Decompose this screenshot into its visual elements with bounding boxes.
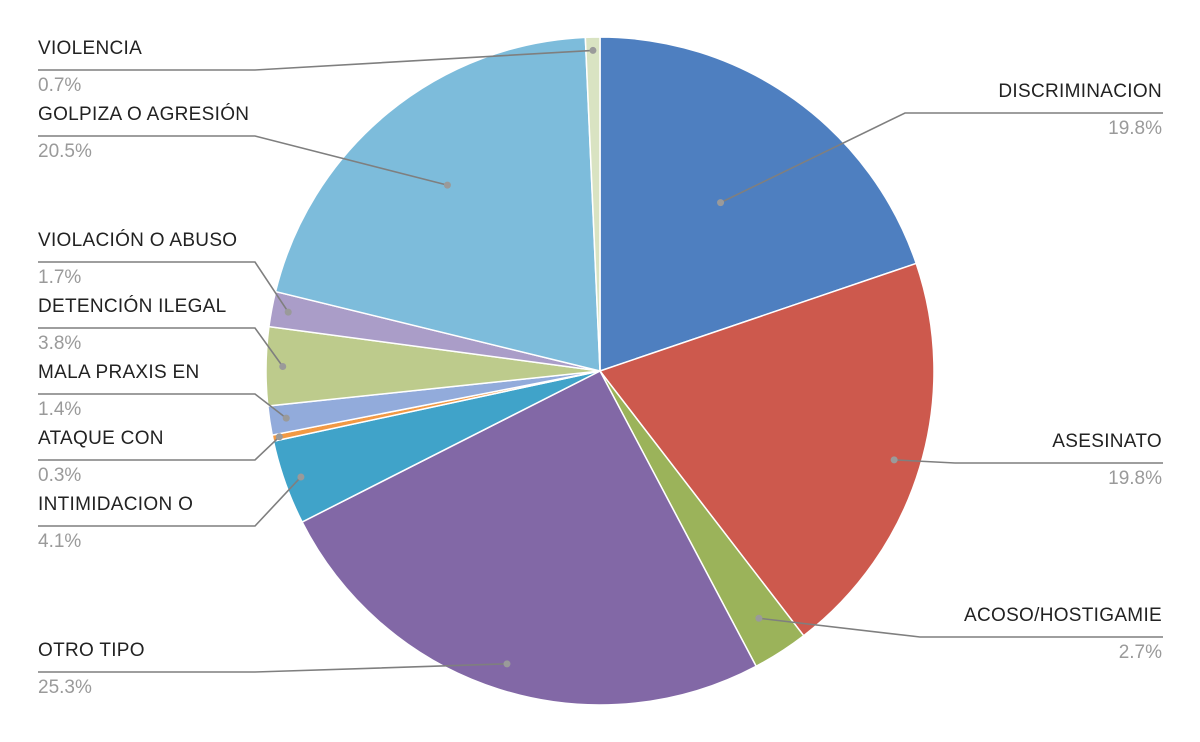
slice-value-label: 2.7% xyxy=(1119,642,1162,663)
leader-anchor-dot xyxy=(443,181,451,189)
slice-value-label: 0.3% xyxy=(38,465,81,486)
slice-label: VIOLENCIA xyxy=(38,38,142,59)
slice-label: VIOLACIÓN O ABUSO xyxy=(38,229,237,251)
leader-line xyxy=(38,476,302,527)
leader-line xyxy=(720,112,1163,204)
pie-slice xyxy=(274,36,601,372)
slice-label: GOLPIZA O AGRESIÓN xyxy=(38,103,249,125)
slice-value-label: 0.7% xyxy=(38,75,81,96)
leader-anchor-dot xyxy=(297,473,305,481)
leader-line xyxy=(758,617,1163,638)
slice-label: MALA PRAXIS EN xyxy=(38,362,200,383)
leader-line xyxy=(38,393,287,419)
slice-value-label: 1.7% xyxy=(38,267,81,288)
leader-anchor-dot xyxy=(282,414,290,422)
slice-label: DISCRIMINACION xyxy=(998,81,1162,102)
leader-anchor-dot xyxy=(717,199,725,207)
slice-label: DETENCIÓN ILEGAL xyxy=(38,295,227,317)
leader-anchor-dot xyxy=(589,46,597,54)
leader-line xyxy=(38,663,507,673)
slice-label: ACOSO/HOSTIGAMIE xyxy=(964,605,1162,626)
slice-value-label: 25.3% xyxy=(38,677,92,698)
slice-value-label: 20.5% xyxy=(38,141,92,162)
pie-slices xyxy=(265,36,935,706)
leader-anchor-dot xyxy=(890,456,898,464)
leader-line xyxy=(38,135,448,186)
leader-anchor-dot xyxy=(279,363,287,371)
leader-line xyxy=(894,459,1163,464)
pie-slice xyxy=(584,36,601,372)
pie-slice xyxy=(598,262,935,637)
slice-label: ATAQUE CON xyxy=(38,428,164,449)
leader-line xyxy=(38,261,289,313)
slice-label: ASESINATO xyxy=(1052,431,1162,452)
slice-labels: DISCRIMINACION 19.8% ASESINATO 19.8% ACOSO/H… xyxy=(38,38,1162,698)
slice-value-label: 19.8% xyxy=(1108,118,1162,139)
slice-value-label: 19.8% xyxy=(1108,468,1162,489)
leader-line xyxy=(38,49,594,71)
pie-slice xyxy=(301,369,758,706)
leader-anchor-dot xyxy=(755,614,763,622)
slice-value-label: 4.1% xyxy=(38,531,81,552)
leader-lines xyxy=(38,46,1163,673)
slice-label: INTIMIDACION O xyxy=(38,494,193,515)
leader-line xyxy=(38,436,280,461)
slice-value-label: 1.4% xyxy=(38,399,81,420)
slice-value-label: 3.8% xyxy=(38,333,81,354)
pie-slice xyxy=(599,36,918,373)
slice-label: OTRO TIPO xyxy=(38,640,145,661)
leader-line xyxy=(38,327,284,367)
leader-anchor-dot xyxy=(275,433,283,441)
leader-anchor-dot xyxy=(284,308,292,316)
leader-anchor-dot xyxy=(503,660,511,668)
